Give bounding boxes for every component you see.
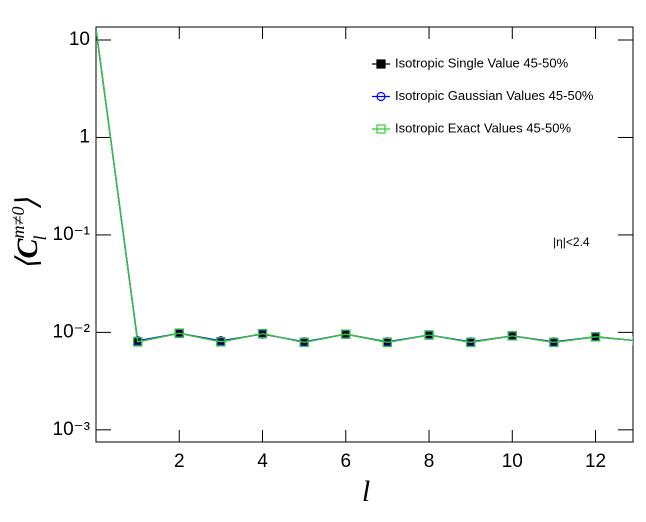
marker (632, 336, 633, 346)
legend-marker (376, 59, 386, 69)
marker (299, 337, 309, 347)
y-label-close: ⟩ (11, 198, 44, 210)
marker (257, 329, 268, 339)
y-label-sup: m≠0 (8, 207, 28, 239)
y-tick-label: 10 (69, 29, 90, 50)
x-axis-label: l (362, 475, 370, 508)
y-label-sub: l (30, 236, 50, 241)
y-tick-label: 1 (79, 126, 90, 147)
y-axis-label: ⟨Cm≠0 l ⟩ (8, 198, 50, 271)
marker (590, 332, 601, 342)
marker (507, 331, 517, 341)
marker (632, 338, 633, 343)
y-label-open: ⟨ (11, 255, 44, 270)
marker (174, 328, 184, 338)
marker (216, 337, 226, 347)
y-tick-label: 10⁻¹ (53, 224, 91, 245)
marker (133, 337, 143, 347)
x-tick-label: 2 (174, 451, 185, 472)
x-tick-label: 4 (257, 451, 268, 472)
y-tick-label: 10⁻² (53, 321, 91, 342)
series-line (96, 28, 633, 344)
legend-marker (376, 124, 386, 134)
marker (424, 330, 434, 340)
y-label-base: C (11, 237, 44, 258)
annotation: |η|<2.4 (553, 235, 590, 249)
legend-label: Isotropic Gaussian Values 45-50% (395, 88, 594, 103)
series-line (96, 28, 633, 344)
legend-label: Isotropic Single Value 45-50% (395, 55, 569, 70)
legend-marker (376, 91, 386, 102)
x-tick-label: 6 (340, 451, 351, 472)
legend-label: Isotropic Exact Values 45-50% (395, 120, 572, 135)
x-tick-label: 12 (585, 451, 606, 472)
x-tick-label: 8 (424, 451, 435, 472)
plot-area (96, 28, 633, 347)
x-tick-label: 10 (502, 451, 523, 472)
marker (466, 337, 476, 347)
marker (341, 329, 351, 339)
marker (382, 337, 392, 347)
y-tick-label: 10⁻³ (53, 419, 91, 440)
marker (632, 336, 633, 346)
series-line (96, 28, 633, 343)
marker (549, 337, 559, 347)
